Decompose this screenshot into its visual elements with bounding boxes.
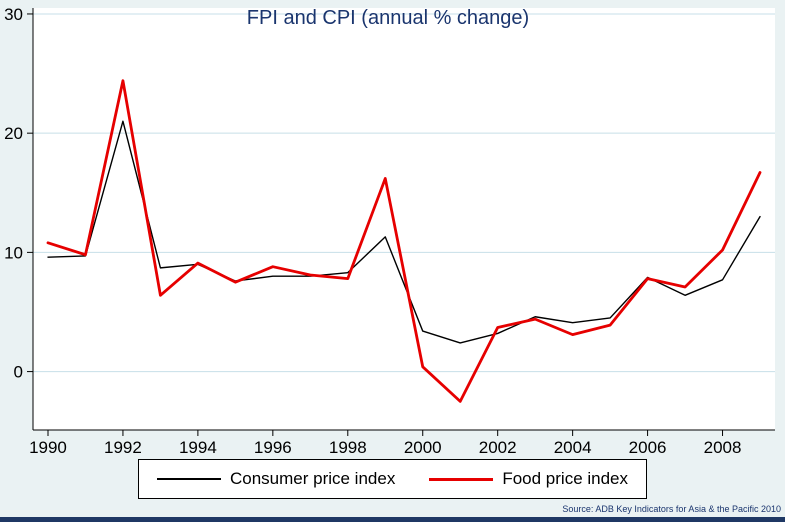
food-price-index-line-sample <box>429 477 494 481</box>
x-tick-label: 1994 <box>179 438 217 455</box>
food-price-index-line <box>46 79 762 403</box>
legend-label-consumer-price-index: Consumer price index <box>229 469 396 488</box>
chart-title: FPI and CPI (annual % change) <box>247 7 529 29</box>
x-tick-label: 2004 <box>554 438 592 455</box>
y-tick-label: 30 <box>4 5 23 24</box>
bottom-bar <box>0 517 785 522</box>
axis-layer <box>27 8 775 436</box>
y-tick-label: 10 <box>4 243 23 262</box>
x-tick-label: 1996 <box>254 438 292 455</box>
legend: Consumer price index Food price index <box>137 459 648 499</box>
x-tick-label: 1990 <box>29 438 67 455</box>
y-tick-label: 0 <box>14 363 23 382</box>
legend-item-consumer-price-index: Consumer price index <box>156 469 396 489</box>
x-tick-label: 2008 <box>704 438 742 455</box>
x-tick-label: 2002 <box>479 438 517 455</box>
tick-label-layer: 0 10 20 30 1990 1992 1994 1996 1998 2000 2002 2004 2… <box>4 5 741 455</box>
legend-label-food-price-index: Food price index <box>502 469 629 488</box>
series-layer <box>46 79 762 403</box>
legend-item-food-price-index: Food price index <box>429 469 628 489</box>
x-tick-label: 1992 <box>104 438 142 455</box>
y-tick-label: 20 <box>4 124 23 143</box>
plot-area <box>33 8 775 430</box>
grid-layer <box>33 8 775 430</box>
x-tick-label: 2006 <box>629 438 667 455</box>
x-tick-label: 2000 <box>404 438 442 455</box>
consumer-price-index-line-sample <box>156 478 221 480</box>
source-note: Source: ADB Key Indicators for Asia & th… <box>562 504 781 514</box>
line-chart: 0 10 20 30 1990 1992 1994 1996 1998 2000 2002 2004 2… <box>4 5 775 455</box>
x-tick-label: 1998 <box>329 438 367 455</box>
